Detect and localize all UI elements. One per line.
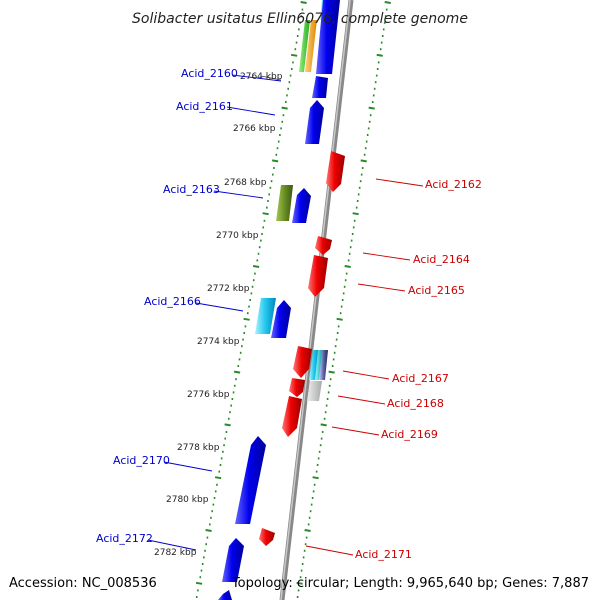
label-leader [375,178,424,187]
kbp-label: 2774 kbp [197,337,240,347]
gene-arrow[interactable] [319,350,328,380]
ring-dot [296,581,303,585]
label-leader [147,539,197,551]
gene-label-acid-2166[interactable]: Acid_2166 [144,295,201,308]
ring-dot [290,53,298,57]
gene-label-acid-2171[interactable]: Acid_2171 [355,548,412,561]
gene-arrow[interactable] [255,298,276,334]
gene-arrow-acid-2166[interactable] [271,300,291,338]
kbp-label: 2768 kbp [224,178,267,188]
label-leader [362,252,411,261]
gene-arrow-acid-2165[interactable] [308,255,328,297]
gene-arrow[interactable] [307,381,322,401]
kbp-label: 2778 kbp [177,443,220,453]
label-leader [163,461,213,472]
gene-label-acid-2168[interactable]: Acid_2168 [387,397,444,410]
ring-dot [344,265,351,268]
ring-dot [205,529,212,532]
ring-dot [352,212,359,216]
ring-dot [281,106,288,110]
gene-arrow-acid-2170[interactable] [235,436,266,524]
gene-label-acid-2169[interactable]: Acid_2169 [381,428,438,441]
gene-arrow[interactable] [305,20,317,72]
gene-arrow[interactable] [276,185,293,221]
label-leader [195,302,244,312]
gene-arrow[interactable] [299,20,310,72]
label-leader [213,190,264,199]
gene-label-acid-2165[interactable]: Acid_2165 [408,284,465,297]
accession-text: Accession: NC_008536 [9,576,157,591]
forward-genes [218,0,340,600]
gene-arrow-acid-2168[interactable] [289,378,305,397]
genome-title: Solibacter usitatus Ellin6076, complete … [132,11,468,27]
gene-label-acid-2160[interactable]: Acid_2160 [181,67,238,80]
kbp-label: 2766 kbp [233,124,276,134]
gene-arrow-acid-2169[interactable] [282,396,302,437]
reverse-gene-labels: Acid_2162 Acid_2164 Acid_2165 Acid_2167 … [305,178,482,561]
gene-arrow-acid-2167[interactable] [293,346,312,378]
ring-dot [384,1,391,4]
ring-dot [252,265,260,268]
dotted-ring-left [195,1,307,598]
label-leader [357,283,406,292]
ring-dot [195,581,203,585]
gene-arrow[interactable] [218,590,232,600]
gene-label-acid-2167[interactable]: Acid_2167 [392,372,449,385]
ring-dot [304,529,311,532]
ring-dot [376,53,383,57]
kbp-label: 2764 kbp [240,72,283,82]
gene-arrow-acid-2164[interactable] [315,236,332,255]
ring-dot [328,370,335,374]
gene-label-acid-2161[interactable]: Acid_2161 [176,100,233,113]
ring-dot [214,476,222,480]
genome-backbone-highlight [280,0,351,600]
gene-arrow-acid-2162[interactable] [326,151,345,192]
gene-arrow-acid-2161[interactable] [305,100,324,144]
ring-dot [360,159,367,163]
ring-dot [336,317,343,321]
kbp-label: 2780 kbp [166,495,209,505]
gene-label-acid-2164[interactable]: Acid_2164 [413,253,470,266]
label-leader [342,370,390,380]
kbp-label: 2772 kbp [207,284,250,294]
gene-arrow-acid-2172[interactable] [222,538,244,582]
ring-dot [233,370,241,374]
gene-arrow-acid-2171[interactable] [259,528,275,546]
gene-arrow-acid-2160[interactable] [312,76,328,98]
ring-dot [368,106,375,110]
forward-gene-labels: Acid_2160 Acid_2161 Acid_2163 Acid_2166 … [96,67,282,551]
kbp-label: 2782 kbp [154,548,197,558]
kbp-label: 2776 kbp [187,390,230,400]
label-leader [231,74,282,82]
gene-label-acid-2170[interactable]: Acid_2170 [113,454,170,467]
ring-dot [243,317,250,321]
reverse-genes [259,151,345,546]
gene-arrow[interactable] [315,350,323,380]
ring-dot [262,212,269,216]
genome-summary-text: Topology: circular; Length: 9,965,640 bp… [231,576,589,591]
gene-label-acid-2162[interactable]: Acid_2162 [425,178,482,191]
ring-dot [224,423,231,427]
label-leader [305,545,354,556]
label-leader [337,395,386,405]
gene-arrow-acid-2163[interactable] [292,188,311,223]
gene-arrow[interactable] [316,0,340,74]
ring-dot [300,1,307,4]
label-leader [331,426,380,436]
ring-dot [312,476,319,480]
gene-label-acid-2172[interactable]: Acid_2172 [96,532,153,545]
kbp-tick [260,75,282,81]
kbp-label: 2770 kbp [216,231,259,241]
dotted-ring-right [296,1,391,598]
ring-dot [271,159,279,163]
ring-dot [320,423,327,427]
genome-backbone [279,0,354,600]
label-leader [226,106,276,116]
gene-label-acid-2163[interactable]: Acid_2163 [163,183,220,196]
